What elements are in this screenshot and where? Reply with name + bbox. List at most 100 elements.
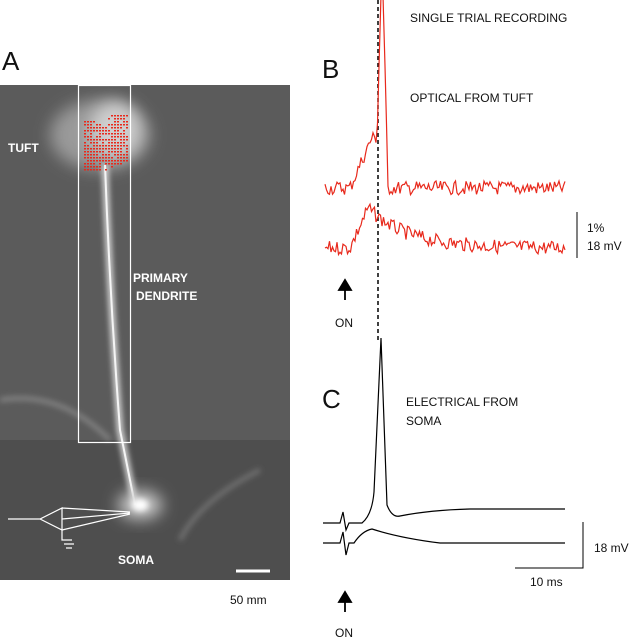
roi-pixel [114, 124, 116, 126]
roi-pixel [96, 166, 98, 168]
roi-pixel [108, 130, 110, 132]
roi-pixel [87, 163, 89, 165]
roi-pixel [84, 121, 86, 123]
roi-pixel [84, 166, 86, 168]
roi-pixel [105, 145, 107, 147]
roi-pixel [111, 157, 113, 159]
roi-pixel [108, 142, 110, 144]
roi-pixel [123, 145, 125, 147]
arrow [337, 278, 353, 300]
roi-pixel [90, 157, 92, 159]
roi-pixel [93, 157, 95, 159]
roi-pixel [123, 130, 125, 132]
roi-pixel [120, 136, 122, 138]
roi-pixel [105, 127, 107, 129]
roi-pixel [90, 163, 92, 165]
trace [324, 202, 566, 257]
stimulus-label: ON [335, 316, 353, 330]
roi-pixel [96, 127, 98, 129]
roi-pixel [87, 154, 89, 156]
roi-pixel [126, 148, 128, 150]
roi-pixel [90, 142, 92, 144]
roi-pixel [90, 148, 92, 150]
roi-pixel [114, 130, 116, 132]
roi-pixel [93, 148, 95, 150]
scale-label: 50 mm [230, 593, 267, 607]
roi-pixel [126, 157, 128, 159]
roi-pixel [111, 148, 113, 150]
roi-pixel [117, 130, 119, 132]
roi-pixel [111, 145, 113, 147]
roi-pixel [114, 145, 116, 147]
roi-pixel [114, 139, 116, 141]
roi-pixel [93, 139, 95, 141]
roi-pixel [96, 160, 98, 162]
roi-pixel [90, 127, 92, 129]
roi-pixel [111, 160, 113, 162]
roi-pixel [87, 151, 89, 153]
roi-pixel [126, 151, 128, 153]
roi-pixel [108, 124, 110, 126]
panel-label: C [322, 384, 341, 414]
roi-pixel [117, 124, 119, 126]
roi-pixel [99, 157, 101, 159]
roi-pixel [114, 121, 116, 123]
roi-pixel [102, 160, 104, 162]
roi-pixel [120, 154, 122, 156]
trace [324, 0, 566, 197]
trace [323, 337, 565, 533]
roi-pixel [111, 166, 113, 168]
roi-pixel [90, 154, 92, 156]
roi-pixel [111, 133, 113, 135]
roi-pixel [117, 115, 119, 117]
roi-pixel [111, 115, 113, 117]
roi-pixel [93, 127, 95, 129]
roi-pixel [96, 157, 98, 159]
roi-pixel [120, 142, 122, 144]
roi-pixel [87, 157, 89, 159]
scale-label: 1% [587, 221, 605, 235]
roi-pixel [123, 121, 125, 123]
roi-pixel [99, 130, 101, 132]
roi-pixel [102, 133, 104, 135]
roi-pixel [114, 133, 116, 135]
roi-pixel [84, 154, 86, 156]
roi-pixel [96, 130, 98, 132]
roi-pixel [111, 142, 113, 144]
roi-pixel [120, 133, 122, 135]
roi-pixel [111, 136, 113, 138]
roi-pixel [84, 163, 86, 165]
roi-pixel [90, 121, 92, 123]
roi-pixel [114, 163, 116, 165]
roi-pixel [126, 160, 128, 162]
trace-label: ELECTRICAL FROM [406, 395, 518, 409]
trace [323, 528, 565, 556]
roi-pixel [96, 139, 98, 141]
heading: SINGLE TRIAL RECORDING [410, 11, 567, 25]
roi-pixel [114, 160, 116, 162]
roi-pixel [126, 115, 128, 117]
panel-label: B [322, 54, 339, 84]
roi-pixel [93, 145, 95, 147]
roi-pixel [120, 160, 122, 162]
roi-pixel [111, 163, 113, 165]
roi-pixel [102, 151, 104, 153]
roi-pixel [96, 148, 98, 150]
roi-pixel [99, 133, 101, 135]
label: TUFT [8, 141, 39, 155]
roi-pixel [99, 145, 101, 147]
roi-pixel [117, 148, 119, 150]
roi-pixel [102, 154, 104, 156]
roi-pixel [96, 136, 98, 138]
roi-pixel [123, 136, 125, 138]
roi-pixel [117, 136, 119, 138]
roi-pixel [93, 130, 95, 132]
roi-pixel [120, 151, 122, 153]
roi-pixel [90, 133, 92, 135]
roi-pixel [108, 145, 110, 147]
roi-pixel [99, 169, 101, 171]
roi-pixel [105, 139, 107, 141]
roi-pixel [84, 142, 86, 144]
roi-pixel [90, 136, 92, 138]
roi-pixel [99, 166, 101, 168]
